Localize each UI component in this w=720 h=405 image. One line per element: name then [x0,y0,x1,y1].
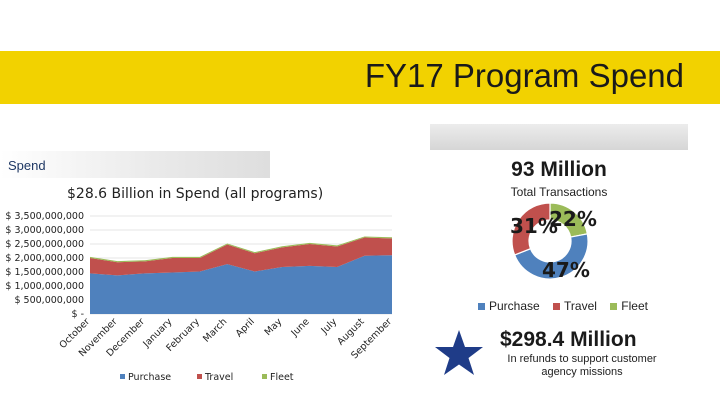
donut-legend-purchase: Purchase [478,299,540,313]
transactions-label: Total Transactions [510,185,608,199]
y-tick-label: $ 2,500,000,000 [5,239,84,250]
area-chart-title: $28.6 Billion in Spend (all programs) [67,186,324,202]
area-legend-label: Purchase [128,372,171,383]
area-chart: $ 3,500,000,000 $ 3,000,000,000 $ 2,500,00… [5,211,394,383]
area-series-purchase [90,255,392,314]
spend-section-label: Spend [8,158,46,173]
x-tick-label: June [289,316,312,339]
spend-section-bar: Spend [0,151,270,178]
donut-label-purchase: 47% [542,258,590,282]
area-series-travel [90,237,392,276]
transactions-value: 93 Million [511,158,607,181]
donut-legend-travel: Travel [553,299,597,313]
y-tick-label: $ 2,000,000,000 [5,253,84,264]
x-tick-label: March [201,316,229,344]
legend-swatch-icon [197,374,202,379]
title-banner: FY17 Program Spend [0,51,720,104]
x-tick-label: July [319,316,340,337]
donut-label-fleet: 22% [549,207,597,231]
legend-label: Fleet [621,299,648,313]
page-title: FY17 Program Spend [364,57,684,94]
star-icon [435,330,483,375]
donut-chart [511,202,589,280]
legend-swatch-icon [120,374,125,379]
y-tick-label: $ 3,000,000,000 [5,225,84,236]
legend-swatch-icon [262,374,267,379]
stats-header-bar [430,124,688,150]
area-legend-label: Fleet [270,372,294,383]
donut-label-travel: 31% [510,214,558,238]
donut-slice-purchase [513,233,589,280]
x-tick-label: April [234,316,257,339]
y-tick-label: $ 3,500,000,000 [5,211,84,222]
x-tick-label: May [263,316,285,338]
donut-legend: Purchase Travel Fleet [478,299,658,313]
legend-label: Purchase [489,299,540,313]
legend-swatch-icon [478,303,485,311]
y-tick-label: $ - [72,309,85,320]
legend-label: Travel [564,299,597,313]
area-legend-label: Travel [204,372,233,383]
refund-value: $298.4 Million [500,328,637,351]
donut-slice-travel [511,202,551,256]
donut-legend-fleet: Fleet [610,299,648,313]
legend-swatch-icon [610,303,618,311]
y-tick-label: $ 1,000,000,000 [5,281,84,292]
y-tick-label: $ 500,000,000 [14,295,84,306]
y-tick-label: $ 1,500,000,000 [5,267,84,278]
legend-swatch-icon [553,303,561,311]
refund-description: In refunds to support customer agency mi… [507,353,657,378]
